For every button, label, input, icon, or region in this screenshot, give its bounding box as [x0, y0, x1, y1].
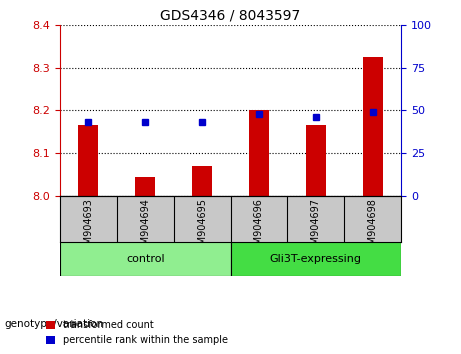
- Text: control: control: [126, 254, 165, 264]
- Text: genotype/variation: genotype/variation: [5, 319, 104, 329]
- Title: GDS4346 / 8043597: GDS4346 / 8043597: [160, 8, 301, 22]
- Text: GSM904694: GSM904694: [140, 199, 150, 257]
- Bar: [135, 177, 155, 196]
- Text: GSM904693: GSM904693: [83, 199, 94, 257]
- Bar: [306, 125, 326, 196]
- Bar: [230, 242, 401, 276]
- Text: GSM904695: GSM904695: [197, 199, 207, 257]
- Legend: transformed count, percentile rank within the sample: transformed count, percentile rank withi…: [42, 316, 232, 349]
- Bar: [363, 57, 383, 196]
- Text: GSM904697: GSM904697: [311, 199, 321, 257]
- Text: GSM904696: GSM904696: [254, 199, 264, 257]
- Bar: [249, 110, 269, 196]
- Bar: [192, 166, 212, 196]
- Bar: [78, 125, 98, 196]
- Text: ▶: ▶: [71, 319, 80, 329]
- Text: Gli3T-expressing: Gli3T-expressing: [270, 254, 362, 264]
- Bar: [60, 242, 230, 276]
- Text: GSM904698: GSM904698: [367, 199, 378, 257]
